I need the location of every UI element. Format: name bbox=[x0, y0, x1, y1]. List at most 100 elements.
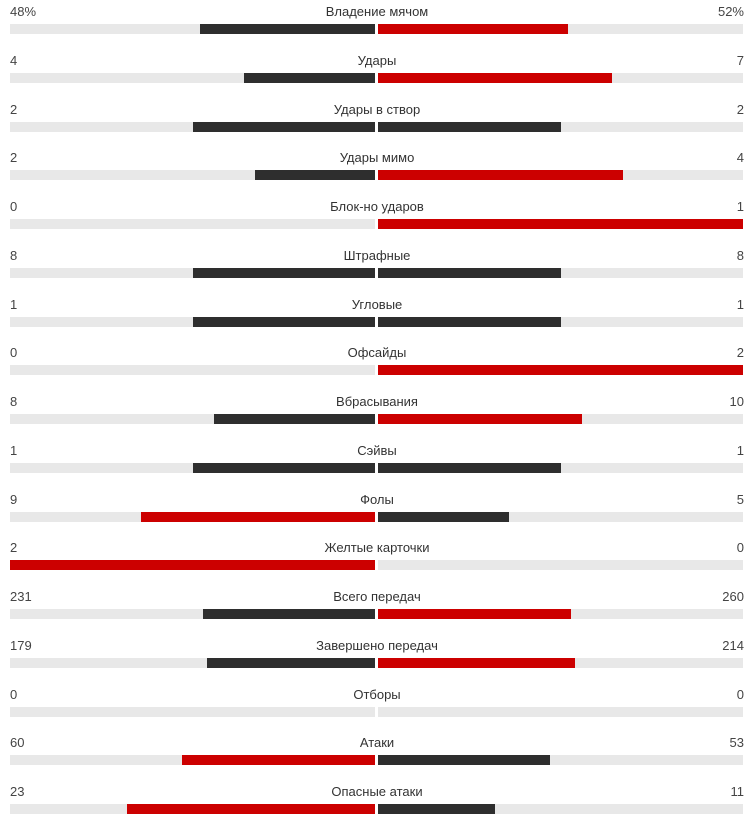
away-bar-track bbox=[378, 170, 743, 181]
comparison-bar bbox=[10, 804, 744, 814]
away-bar-fill bbox=[378, 121, 561, 132]
stat-label: Сэйвы bbox=[357, 442, 397, 458]
home-bar-fill bbox=[10, 560, 375, 571]
stat-header: Фолы 9 5 bbox=[10, 491, 744, 509]
away-bar-fill bbox=[378, 170, 623, 181]
stat-label: Вбрасывания bbox=[336, 394, 418, 409]
away-bar-track bbox=[378, 511, 743, 522]
stat-row: Владение мячом 48% 52% bbox=[0, 0, 754, 48]
comparison-bar bbox=[10, 755, 744, 766]
stat-header: Сэйвы 1 1 bbox=[10, 442, 744, 460]
away-bar-track bbox=[378, 462, 743, 473]
home-value: 2 bbox=[10, 150, 18, 166]
home-bar-track bbox=[10, 804, 375, 814]
away-value: 1 bbox=[736, 442, 744, 458]
comparison-bar bbox=[10, 560, 744, 571]
stat-label: Опасные атаки bbox=[331, 784, 423, 799]
home-value: 0 bbox=[10, 686, 18, 702]
away-bar-track bbox=[378, 121, 743, 132]
home-value: 23 bbox=[10, 784, 25, 799]
home-bar-track bbox=[10, 511, 375, 522]
home-bar-track bbox=[10, 462, 375, 473]
home-bar-track bbox=[10, 316, 375, 327]
stat-label: Владение мячом bbox=[325, 4, 429, 19]
away-value: 7 bbox=[736, 52, 744, 68]
comparison-bar bbox=[10, 462, 744, 473]
away-bar-track bbox=[378, 219, 743, 229]
stat-row: Опасные атаки 23 11 bbox=[0, 780, 754, 828]
home-value: 0 bbox=[10, 199, 18, 214]
home-value: 0 bbox=[10, 345, 18, 361]
home-bar-fill bbox=[181, 755, 375, 766]
stat-header: Удары в створ 2 2 bbox=[10, 101, 744, 119]
stat-row: Вбрасывания 8 10 bbox=[0, 390, 754, 438]
away-value: 1 bbox=[736, 296, 744, 312]
stat-header: Удары 4 7 bbox=[10, 52, 744, 70]
stat-header: Завершено передач 179 214 bbox=[10, 637, 744, 655]
home-value: 1 bbox=[10, 442, 18, 458]
home-value: 231 bbox=[10, 589, 32, 604]
stat-label: Блок-но ударов bbox=[330, 199, 424, 214]
stat-row: Сэйвы 1 1 bbox=[0, 439, 754, 487]
stat-label: Штрафные bbox=[343, 247, 411, 263]
away-bar-fill bbox=[378, 462, 561, 473]
comparison-bar bbox=[10, 657, 744, 668]
stat-header: Вбрасывания 8 10 bbox=[10, 393, 744, 411]
away-value: 214 bbox=[722, 637, 744, 653]
stat-header: Желтые карточки 2 0 bbox=[10, 539, 744, 557]
home-bar-track bbox=[10, 170, 375, 181]
stat-header: Угловые 1 1 bbox=[10, 296, 744, 314]
away-bar-track bbox=[378, 414, 743, 424]
stat-header: Офсайды 0 2 bbox=[10, 344, 744, 362]
away-bar-fill bbox=[378, 755, 550, 766]
home-bar-fill bbox=[141, 511, 375, 522]
stat-header: Отборы 0 0 bbox=[10, 686, 744, 704]
home-bar-track bbox=[10, 365, 375, 376]
stat-row: Атаки 60 53 bbox=[0, 731, 754, 779]
stat-label: Офсайды bbox=[347, 345, 407, 361]
stat-row: Угловые 1 1 bbox=[0, 293, 754, 341]
away-bar-track bbox=[378, 316, 743, 327]
stat-label: Атаки bbox=[359, 735, 395, 751]
away-bar-fill bbox=[378, 609, 572, 619]
stat-label: Угловые bbox=[351, 296, 403, 312]
away-bar-fill bbox=[378, 657, 576, 668]
away-value: 0 bbox=[736, 540, 744, 556]
home-bar-fill bbox=[207, 657, 375, 668]
home-value: 8 bbox=[10, 394, 18, 409]
comparison-bar bbox=[10, 316, 744, 327]
away-value: 0 bbox=[736, 686, 744, 702]
stat-label: Завершено передач bbox=[316, 637, 438, 653]
home-bar-track bbox=[10, 706, 375, 717]
away-bar-track bbox=[378, 609, 743, 619]
stat-header: Штрафные 8 8 bbox=[10, 247, 744, 265]
comparison-bar bbox=[10, 414, 744, 424]
comparison-bar bbox=[10, 121, 744, 132]
comparison-bar bbox=[10, 170, 744, 181]
stat-header: Удары мимо 2 4 bbox=[10, 149, 744, 167]
away-value: 11 bbox=[730, 784, 745, 799]
away-bar-fill bbox=[378, 267, 561, 278]
stat-label: Удары мимо bbox=[339, 150, 415, 166]
stat-label: Всего передач bbox=[333, 589, 421, 604]
away-bar-fill bbox=[378, 24, 568, 34]
home-bar-track bbox=[10, 755, 375, 766]
away-bar-fill bbox=[378, 804, 495, 814]
away-value: 52% bbox=[717, 4, 744, 19]
home-value: 2 bbox=[10, 101, 18, 117]
away-bar-fill bbox=[378, 72, 612, 83]
comparison-bar bbox=[10, 72, 744, 83]
away-value: 260 bbox=[722, 589, 744, 604]
away-bar-track bbox=[378, 804, 743, 814]
comparison-bar bbox=[10, 219, 744, 229]
comparison-bar bbox=[10, 511, 744, 522]
home-value: 60 bbox=[10, 735, 25, 751]
home-value: 48% bbox=[10, 4, 37, 19]
home-value: 179 bbox=[10, 637, 32, 653]
home-bar-fill bbox=[243, 72, 375, 83]
stat-header: Опасные атаки 23 11 bbox=[10, 783, 744, 801]
stat-header: Всего передач 231 260 bbox=[10, 588, 744, 606]
away-bar-fill bbox=[378, 511, 510, 522]
away-value: 53 bbox=[729, 735, 744, 751]
stat-row: Завершено передач 179 214 bbox=[0, 634, 754, 682]
